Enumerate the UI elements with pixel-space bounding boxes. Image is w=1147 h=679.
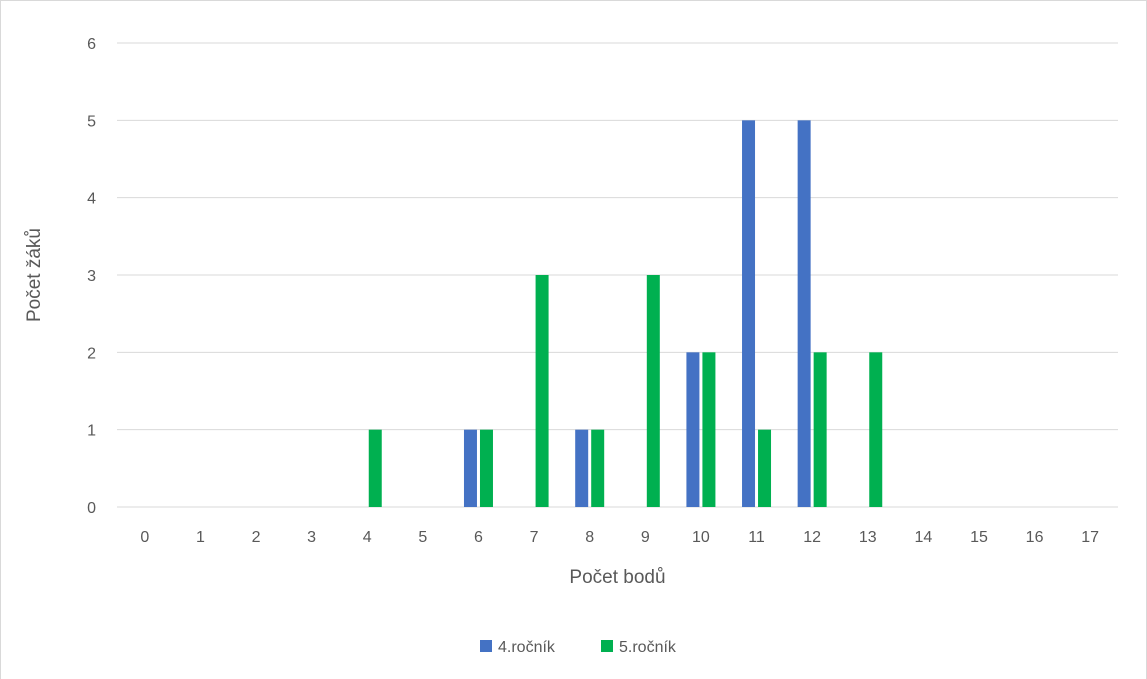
- x-tick-label: 3: [307, 529, 316, 546]
- bars: [368, 120, 883, 507]
- y-axis-tick-labels: 0 1 2 3 4 5 6: [87, 36, 96, 517]
- x-tick-label: 0: [140, 529, 149, 546]
- bar-series-2: [591, 429, 605, 507]
- x-tick-label: 7: [530, 529, 539, 546]
- x-axis-title: Počet bodů: [569, 567, 665, 588]
- x-tick-label: 15: [970, 529, 988, 546]
- x-tick-label: 16: [1026, 529, 1044, 546]
- x-tick-label: 8: [585, 529, 594, 546]
- y-tick-label: 4: [87, 191, 96, 208]
- y-tick-label: 6: [87, 36, 96, 53]
- bar-series-1: [797, 120, 811, 507]
- y-tick-label: 5: [87, 113, 96, 130]
- gridlines: [117, 42, 1118, 508]
- bar-series-2: [535, 275, 549, 507]
- y-tick-label: 3: [87, 268, 96, 285]
- legend-label: 4.ročník: [498, 639, 556, 656]
- bar-series-1: [575, 429, 589, 507]
- x-tick-label: 12: [803, 529, 821, 546]
- legend: 4.ročník 5.ročník: [480, 639, 677, 656]
- y-tick-label: 2: [87, 345, 96, 362]
- bar-series-2: [368, 429, 382, 507]
- legend-swatch: [480, 640, 492, 652]
- bar-series-2: [869, 352, 883, 507]
- bar-series-1: [463, 429, 477, 507]
- bar-series-2: [813, 352, 827, 507]
- x-tick-label: 2: [252, 529, 261, 546]
- x-tick-label: 14: [914, 529, 932, 546]
- x-tick-label: 1: [196, 529, 205, 546]
- y-tick-label: 0: [87, 500, 96, 517]
- legend-label: 5.ročník: [619, 639, 677, 656]
- x-tick-label: 6: [474, 529, 483, 546]
- x-tick-label: 17: [1081, 529, 1099, 546]
- x-tick-label: 11: [748, 529, 765, 546]
- y-tick-label: 1: [87, 423, 96, 440]
- bar-series-2: [702, 352, 716, 507]
- bar-series-1: [686, 352, 700, 507]
- legend-swatch: [601, 640, 613, 652]
- x-tick-label: 5: [418, 529, 427, 546]
- bar-series-2: [758, 429, 772, 507]
- x-tick-label: 10: [692, 529, 710, 546]
- x-axis-tick-labels: 0 1 2 3 4 5 6 7 8 9 10 11 12 13 14 15 16 17: [140, 529, 1099, 546]
- bar-series-1: [742, 120, 756, 507]
- x-tick-label: 4: [363, 529, 372, 546]
- x-tick-label: 13: [859, 529, 877, 546]
- x-tick-label: 9: [641, 529, 650, 546]
- bar-series-2: [479, 429, 493, 507]
- y-axis-title: Počet žáků: [24, 228, 45, 322]
- bar-series-2: [646, 275, 660, 507]
